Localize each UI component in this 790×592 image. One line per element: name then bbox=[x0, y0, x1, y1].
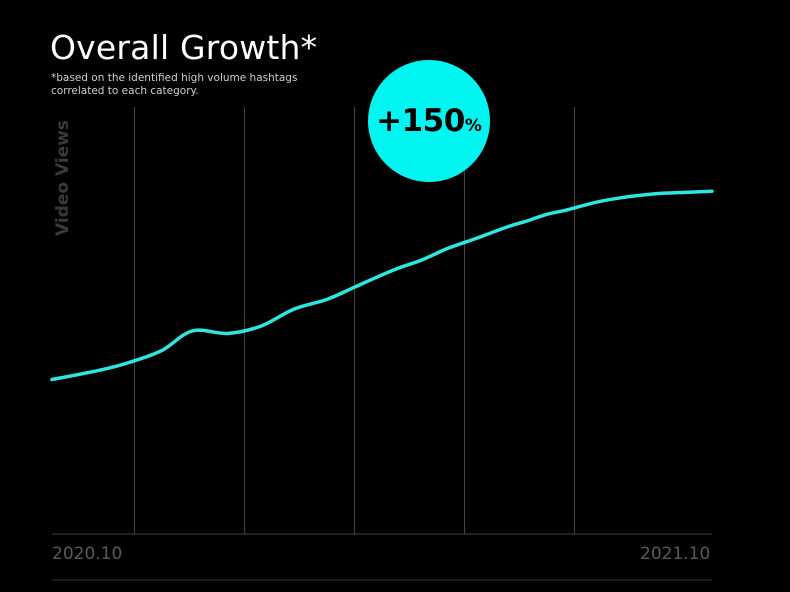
x-tick-label-start: 2020.10 bbox=[52, 544, 123, 564]
grid-lines bbox=[134, 107, 575, 534]
subtitle-line-2: correlated to each category. bbox=[51, 85, 199, 97]
series-line-video-views bbox=[50, 189, 714, 382]
chart-subtitle: *based on the identified high volume has… bbox=[51, 72, 351, 98]
growth-badge: +150% bbox=[368, 60, 490, 182]
growth-unit: % bbox=[464, 116, 482, 136]
x-tick-label-end: 2021.10 bbox=[640, 544, 711, 564]
subtitle-line-1: *based on the identified high volume has… bbox=[51, 72, 298, 84]
growth-value: +150 bbox=[376, 103, 465, 139]
chart-title: Overall Growth* bbox=[50, 28, 318, 67]
growth-badge-text: +150% bbox=[376, 103, 482, 139]
